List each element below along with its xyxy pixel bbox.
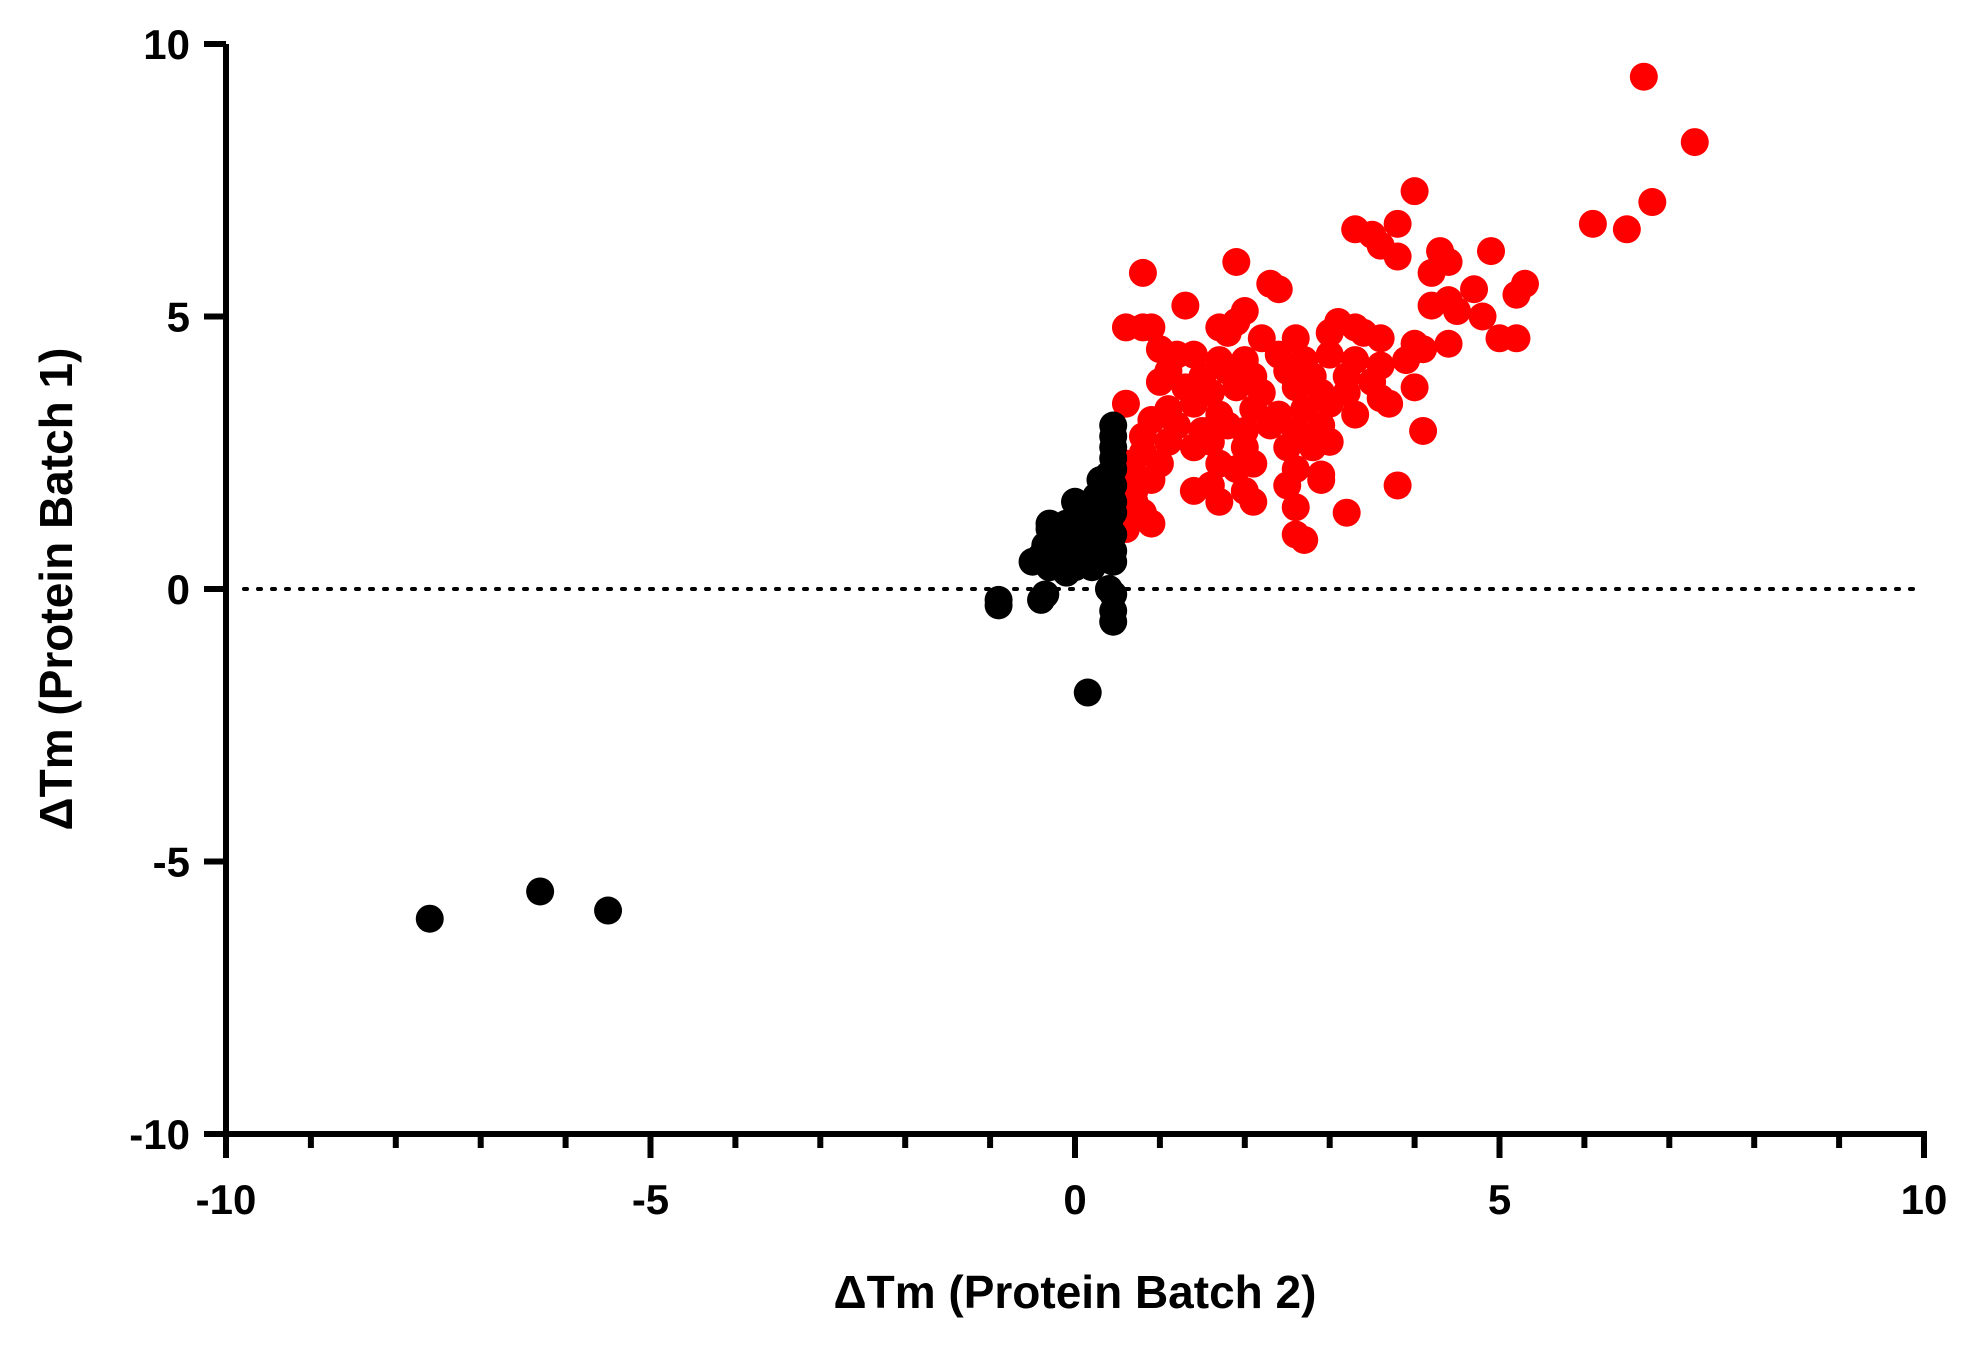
red-data-point: [1638, 188, 1667, 217]
red-data-point: [1460, 275, 1489, 304]
red-data-point: [1578, 209, 1607, 238]
black-data-point: [1077, 553, 1106, 582]
red-data-point: [1179, 389, 1208, 418]
red-data-point: [1502, 324, 1531, 353]
black-data-point: [415, 904, 444, 933]
red-data-point: [1137, 313, 1166, 342]
red-data-point: [1154, 427, 1183, 456]
red-data-point: [1383, 471, 1412, 500]
black-data-point: [1099, 607, 1128, 636]
red-data-point: [1239, 449, 1268, 478]
x-tick-label: -5: [632, 1176, 669, 1223]
red-data-point: [1434, 329, 1463, 358]
red-data-point: [1383, 242, 1412, 271]
y-tick-label: 0: [167, 566, 190, 613]
red-data-point: [1612, 215, 1641, 244]
x-axis-title: ΔTm (Protein Batch 2): [834, 1266, 1317, 1318]
red-data-point: [1629, 62, 1658, 91]
red-data-point: [1341, 400, 1370, 429]
red-data-point: [1273, 471, 1302, 500]
red-data-point: [1196, 427, 1225, 456]
red-data-point: [1264, 275, 1293, 304]
red-data-point: [1239, 487, 1268, 516]
y-tick-label: -5: [153, 839, 190, 886]
red-data-point: [1256, 411, 1285, 440]
red-data-point: [1315, 340, 1344, 369]
black-data-point: [1052, 558, 1081, 587]
black-data-point: [1073, 678, 1102, 707]
red-data-point: [1111, 389, 1140, 418]
labels-layer: ΔTm (Protein Batch 2) ΔTm (Protein Batch…: [30, 21, 1947, 1318]
red-data-point: [1315, 389, 1344, 418]
red-data-point: [1222, 373, 1251, 402]
red-data-point: [1332, 498, 1361, 527]
red-data-point: [1315, 427, 1344, 456]
red-data-point: [1502, 280, 1531, 309]
x-tick-label: -10: [196, 1176, 257, 1223]
black-data-point: [594, 896, 623, 925]
red-data-point: [1366, 324, 1395, 353]
red-data-point: [1400, 373, 1429, 402]
y-axis-title: ΔTm (Protein Batch 1): [30, 348, 82, 831]
points-layer: [415, 62, 1709, 933]
black-data-point: [984, 591, 1013, 620]
red-data-point: [1205, 487, 1234, 516]
red-data-point: [1477, 237, 1506, 266]
red-data-point: [1307, 466, 1336, 494]
red-data-point: [1222, 248, 1251, 276]
red-data-point: [1392, 346, 1421, 375]
red-data-point: [1281, 493, 1310, 522]
y-tick-label: -10: [129, 1111, 190, 1158]
red-data-point: [1213, 318, 1242, 347]
red-data-point: [1145, 367, 1174, 396]
red-data-point: [1281, 373, 1310, 402]
red-data-point: [1409, 416, 1438, 445]
red-data-point: [1383, 209, 1412, 238]
black-data-point: [1027, 585, 1056, 614]
black-data-point: [1099, 547, 1128, 576]
red-data-point: [1171, 291, 1200, 320]
red-data-point: [1417, 291, 1446, 320]
x-tick-label: 5: [1488, 1176, 1511, 1223]
red-data-point: [1290, 525, 1319, 554]
red-data-point: [1137, 509, 1166, 538]
x-tick-label: 0: [1063, 1176, 1086, 1223]
red-data-point: [1417, 258, 1446, 287]
black-data-point: [526, 877, 555, 906]
red-data-point: [1315, 318, 1344, 347]
red-data-point: [1375, 389, 1404, 418]
red-data-point: [1273, 433, 1302, 462]
red-data-point: [1128, 438, 1157, 467]
y-tick-label: 10: [143, 21, 190, 68]
x-tick-label: 10: [1901, 1176, 1948, 1223]
red-data-point: [1468, 302, 1497, 331]
red-data-point: [1400, 177, 1429, 206]
red-data-point: [1443, 297, 1472, 326]
red-data-point: [1680, 128, 1709, 157]
y-tick-label: 5: [167, 294, 190, 341]
red-data-point: [1179, 340, 1208, 369]
red-data-point: [1128, 258, 1157, 287]
axes-layer: [204, 41, 1927, 1158]
